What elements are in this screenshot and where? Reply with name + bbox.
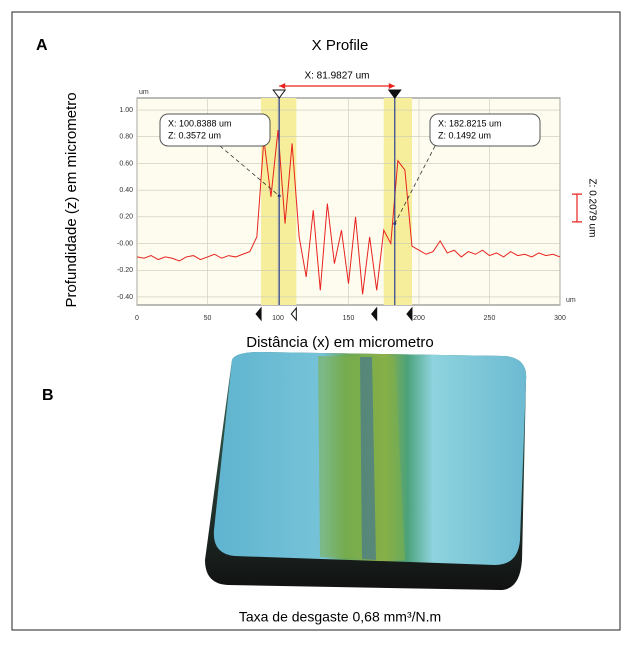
x-tick-label: 0 — [135, 315, 139, 322]
z-bracket — [572, 193, 582, 223]
callout-box — [159, 113, 271, 147]
y-tick-label: 0.20 — [119, 214, 133, 221]
x-axis-label: Distância (x) em micrometro — [246, 334, 434, 351]
x-unit: um — [566, 297, 576, 304]
distance-label: X: 81.9827 um — [304, 71, 369, 82]
x-tick-label: 200 — [413, 315, 425, 322]
y-tick-label: -0.40 — [117, 294, 133, 301]
panel-label: A — [36, 37, 48, 54]
y-unit: um — [139, 89, 149, 96]
range-marker — [290, 306, 297, 322]
x-tick-label: 250 — [484, 315, 496, 322]
y-tick-label: -0.20 — [117, 267, 133, 274]
callout-z: Z: 0.1492 um — [438, 130, 491, 140]
caption: Taxa de desgaste 0,68 mm³/N.m — [239, 609, 441, 625]
range-marker — [255, 306, 262, 322]
y-tick-label: -0.00 — [117, 240, 133, 247]
x-tick-label: 150 — [343, 315, 355, 322]
leader-line — [219, 145, 280, 197]
y-tick-label: 0.60 — [119, 160, 133, 167]
callout-z: Z: 0.3572 um — [168, 130, 221, 140]
x-tick-label: 300 — [554, 315, 566, 322]
callout-x: X: 182.8215 um — [438, 118, 502, 128]
callout-x: X: 100.8388 um — [168, 118, 232, 128]
chart-title: X Profile — [312, 37, 369, 54]
cursor-marker — [387, 89, 402, 99]
cursor-marker — [272, 89, 287, 99]
x-tick-label: 100 — [272, 315, 284, 322]
y-tick-label: 0.80 — [119, 134, 133, 141]
callout-box — [429, 113, 541, 147]
frame — [11, 11, 621, 631]
y-tick-label: 0.40 — [119, 187, 133, 194]
panel-label: B — [42, 387, 54, 404]
y-axis-label: Profundidade (z) em micrometro — [63, 92, 80, 307]
profile-line — [136, 129, 561, 295]
y-tick-label: 1.00 — [119, 107, 133, 114]
surface-image — [205, 352, 527, 590]
plot: 1.00 0.80 0.60 0.40 0.20 -0.00 -0.20 -0.40 0 50 10… — [117, 71, 597, 322]
range-marker — [406, 306, 413, 322]
range-marker — [371, 306, 378, 322]
leader-line — [394, 145, 436, 224]
x-tick-label: 50 — [204, 315, 212, 322]
z-distance-label: Z: 0.2079 um — [586, 179, 597, 238]
